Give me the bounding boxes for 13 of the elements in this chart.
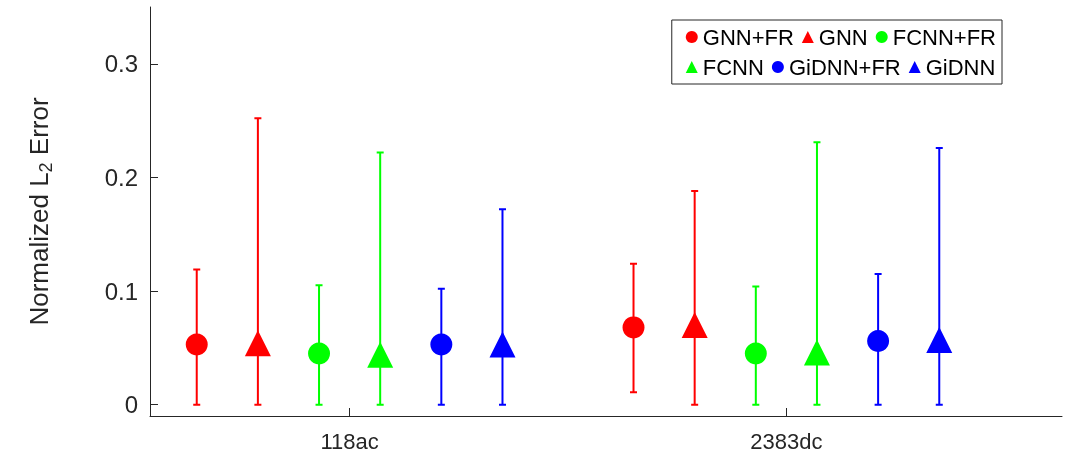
- legend-label: GiDNN: [925, 54, 996, 80]
- y-tick-label: 0.3: [104, 50, 138, 78]
- legend-label: FCNN+FR: [892, 24, 997, 50]
- x-tick-label: 118ac: [320, 428, 379, 454]
- legend-label: FCNN: [702, 54, 764, 80]
- y-axis-title: Normalized L2 Error: [24, 97, 56, 326]
- x-tick-label: 2383dc: [750, 428, 823, 454]
- y-tick-label: 0: [124, 391, 138, 419]
- legend-label: GNN+FR: [702, 24, 794, 50]
- y-tick-label: 0.1: [104, 277, 138, 305]
- legend-label: GiDNN+FR: [788, 54, 901, 80]
- y-tick-label: 0.2: [104, 163, 138, 191]
- legend-label: GNN: [818, 24, 868, 50]
